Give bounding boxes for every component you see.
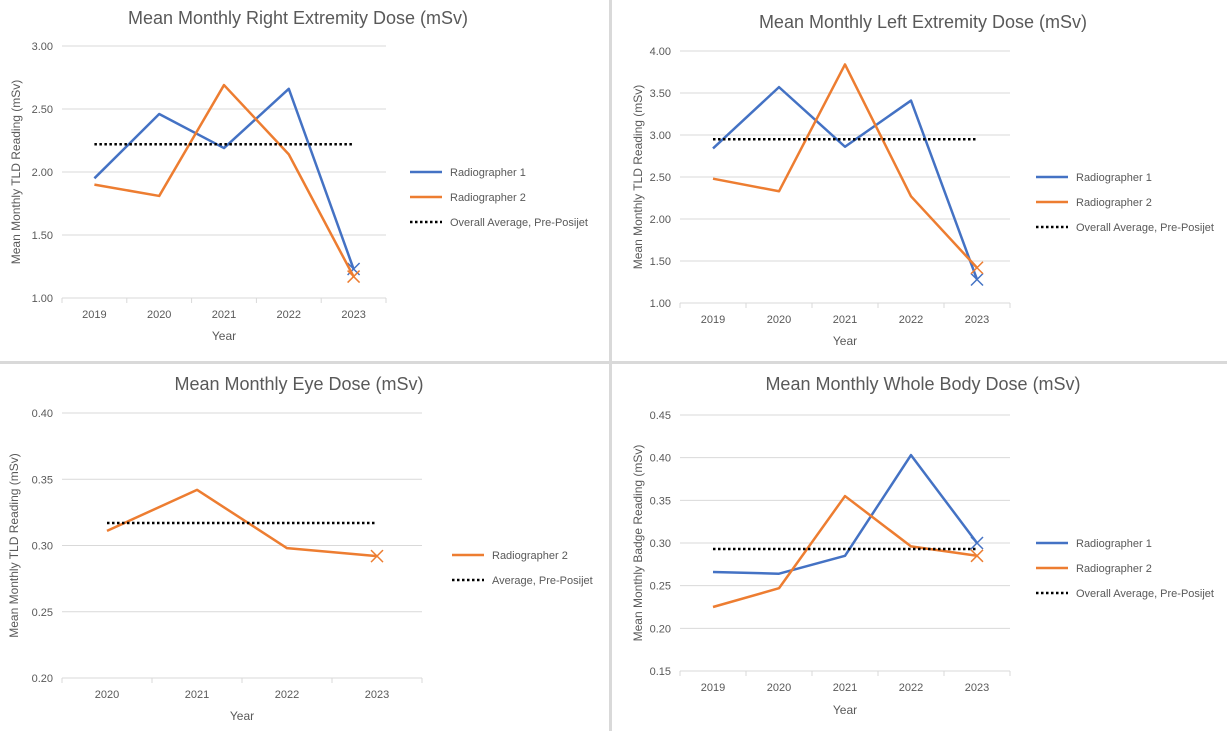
x-axis-label: Year	[212, 329, 236, 343]
legend-label: Radiographer 2	[492, 550, 568, 562]
legend-label: Radiographer 1	[450, 167, 526, 179]
y-tick-label: 1.50	[650, 256, 671, 268]
y-axis-label: Mean Monthly Badge Reading (mSv)	[631, 445, 645, 642]
y-tick-label: 0.20	[32, 673, 53, 685]
legend-label: Overall Average, Pre-Posijet	[1076, 588, 1214, 600]
series-end-marker	[347, 270, 361, 284]
x-tick-label: 2019	[701, 682, 725, 694]
y-tick-label: 2.00	[32, 167, 53, 179]
horizontal-divider	[0, 361, 1227, 364]
chart-title: Mean Monthly Eye Dose (mSv)	[174, 374, 423, 394]
chart-panel-whole-body: Mean Monthly Whole Body Dose (mSv) 0.15 0.…	[612, 364, 1227, 731]
y-tick-label: 1.50	[32, 230, 53, 242]
x-tick-label: 2021	[212, 309, 236, 321]
y-tick-label: 3.00	[32, 41, 53, 53]
y-axis-label: Mean Monthly TLD Reading (mSv)	[9, 80, 23, 265]
chart-title: Mean Monthly Right Extremity Dose (mSv)	[128, 8, 468, 28]
chart-left-extremity: Mean Monthly Left Extremity Dose (mSv) 1.…	[631, 12, 1214, 348]
x-tick-label: 2021	[833, 682, 857, 694]
y-tick-label: 0.45	[650, 410, 671, 422]
legend-label: Overall Average, Pre-Posijet	[450, 217, 588, 229]
y-tick-label: 2.50	[32, 104, 53, 116]
x-tick-label: 2023	[965, 314, 989, 326]
x-tick-label: 2021	[185, 689, 209, 701]
legend-label: Radiographer 2	[1076, 563, 1152, 575]
series-line-radiographer-2	[712, 63, 978, 269]
x-tick-label: 2022	[277, 309, 301, 321]
series-end-marker	[970, 549, 984, 563]
series-end-marker	[370, 549, 384, 563]
y-tick-label: 3.00	[650, 130, 671, 142]
x-tick-label: 2019	[82, 309, 106, 321]
y-tick-label: 0.25	[650, 581, 671, 593]
series-line-radiographer-1	[712, 453, 978, 575]
chart-right-extremity: Mean Monthly Right Extremity Dose (mSv) 1…	[9, 8, 588, 343]
legend-label: Overall Average, Pre-Posijet	[1076, 222, 1214, 234]
y-axis-label: Mean Monthly TLD Reading (mSv)	[7, 453, 21, 638]
x-tick-label: 2020	[95, 689, 119, 701]
y-tick-label: 3.50	[650, 88, 671, 100]
x-axis-label: Year	[230, 709, 254, 723]
x-tick-label: 2022	[899, 682, 923, 694]
y-tick-label: 4.00	[650, 46, 671, 58]
y-tick-label: 0.35	[32, 474, 53, 486]
y-tick-label: 0.15	[650, 666, 671, 678]
chart-whole-body: Mean Monthly Whole Body Dose (mSv) 0.15 0.…	[631, 374, 1214, 717]
x-tick-label: 2023	[365, 689, 389, 701]
legend-label: Radiographer 2	[450, 192, 526, 204]
series-line-radiographer-2	[712, 494, 978, 609]
y-tick-label: 0.20	[650, 623, 671, 635]
x-tick-label: 2021	[833, 314, 857, 326]
legend-label: Radiographer 2	[1076, 197, 1152, 209]
series-line-radiographer-2	[106, 488, 378, 558]
chart-panel-left-extremity: Mean Monthly Left Extremity Dose (mSv) 1.…	[612, 0, 1227, 361]
x-tick-label: 2020	[767, 682, 791, 694]
x-tick-label: 2022	[899, 314, 923, 326]
x-tick-label: 2020	[147, 309, 171, 321]
x-tick-label: 2020	[767, 314, 791, 326]
x-tick-label: 2023	[965, 682, 989, 694]
x-tick-label: 2019	[701, 314, 725, 326]
y-tick-label: 0.40	[650, 453, 671, 465]
series-line-radiographer-1	[93, 87, 355, 270]
chart-title: Mean Monthly Whole Body Dose (mSv)	[765, 374, 1080, 394]
series-end-marker	[970, 272, 984, 287]
legend-label: Radiographer 1	[1076, 172, 1152, 184]
y-tick-label: 0.30	[650, 538, 671, 550]
legend-label: Average, Pre-Posijet	[492, 575, 593, 587]
chart-panel-right-extremity: Mean Monthly Right Extremity Dose (mSv) 1…	[0, 0, 609, 361]
x-axis-label: Year	[833, 334, 857, 348]
legend-label: Radiographer 1	[1076, 538, 1152, 550]
chart-title: Mean Monthly Left Extremity Dose (mSv)	[759, 12, 1087, 32]
series-line-radiographer-1	[712, 85, 979, 280]
series-end-marker	[970, 536, 984, 550]
y-tick-label: 1.00	[650, 298, 671, 310]
y-tick-label: 0.35	[650, 495, 671, 507]
y-tick-label: 1.00	[32, 293, 53, 305]
vertical-divider	[609, 0, 612, 731]
y-tick-label: 0.30	[32, 541, 53, 553]
chart-panel-eye: Mean Monthly Eye Dose (mSv) 0.20 0.25 0.30 0…	[0, 364, 609, 731]
y-axis-label: Mean Monthly TLD Reading (mSv)	[631, 85, 645, 270]
series-end-marker	[970, 261, 984, 275]
chart-eye: Mean Monthly Eye Dose (mSv) 0.20 0.25 0.30 0…	[7, 374, 593, 723]
y-tick-label: 2.00	[650, 214, 671, 226]
x-axis-label: Year	[833, 703, 857, 717]
x-tick-label: 2022	[275, 689, 299, 701]
y-tick-label: 2.50	[650, 172, 671, 184]
series-line-radiographer-2	[94, 83, 355, 278]
y-tick-label: 0.40	[32, 408, 53, 420]
y-tick-label: 0.25	[32, 607, 53, 619]
x-tick-label: 2023	[341, 309, 365, 321]
